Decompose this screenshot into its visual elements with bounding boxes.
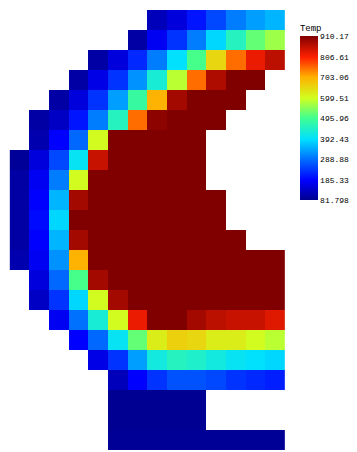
- svg-text:806.61: 806.61: [320, 53, 349, 62]
- svg-text:703.06: 703.06: [320, 73, 349, 82]
- svg-text:910.17: 910.17: [320, 32, 349, 41]
- svg-text:Temp: Temp: [300, 24, 322, 34]
- svg-text:495.96: 495.96: [320, 114, 349, 123]
- svg-text:599.51: 599.51: [320, 94, 349, 103]
- svg-text:81.798: 81.798: [320, 196, 349, 205]
- svg-text:288.88: 288.88: [320, 155, 349, 164]
- svg-text:185.33: 185.33: [320, 176, 349, 185]
- svg-text:392.43: 392.43: [320, 135, 349, 144]
